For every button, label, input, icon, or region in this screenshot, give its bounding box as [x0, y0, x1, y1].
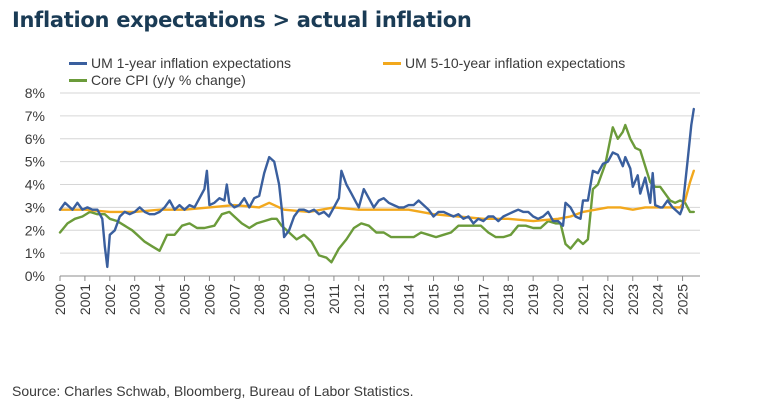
x-tick-label: 2002 [102, 284, 118, 315]
x-tick-label: 2003 [127, 284, 143, 315]
x-tick-label: 2017 [475, 284, 491, 315]
x-tick-label: 2008 [251, 284, 267, 315]
legend-swatch-um-5-10-year [383, 61, 401, 65]
x-tick-label: 2000 [52, 284, 68, 315]
y-tick-label: 2% [25, 222, 45, 238]
x-tick-label: 2004 [152, 284, 168, 315]
x-tick-label: 2012 [351, 284, 367, 315]
x-tick-label: 2019 [525, 284, 541, 315]
source-note: Source: Charles Schwab, Bloomberg, Burea… [12, 383, 414, 399]
legend-item-um-5-10-year: UM 5-10-year inflation expectations [383, 55, 625, 71]
y-tick-label: 1% [25, 245, 45, 261]
legend-item-core-cpi: Core CPI (y/y % change) [69, 72, 246, 88]
legend-label-um-1-year: UM 1-year inflation expectations [91, 55, 291, 71]
x-axis: 2000 2001 2002 2003 2004 2005 2006 2007 2008 2009… [52, 275, 700, 315]
legend-item-um-1-year: UM 1-year inflation expectations [69, 55, 291, 71]
x-tick-label: 2015 [426, 284, 442, 315]
x-tick-label: 2007 [226, 284, 242, 315]
chart-title: Inflation expectations > actual inflatio… [12, 8, 472, 32]
legend-label-core-cpi: Core CPI (y/y % change) [91, 72, 246, 88]
x-tick-label: 2001 [77, 284, 93, 315]
series-line-2 [58, 123, 695, 264]
x-tick-label: 2011 [326, 284, 342, 314]
x-tick-label: 2020 [550, 284, 566, 315]
x-tick-label: 2006 [201, 284, 217, 315]
y-axis: 0% 1% 2% 3% 4% 5% 6% 7% 8% [25, 85, 45, 284]
x-tick-label: 2009 [276, 284, 292, 315]
y-tick-label: 6% [25, 131, 45, 147]
y-tick-label: 0% [25, 268, 45, 284]
x-tick-label: 2018 [500, 284, 516, 315]
y-tick-label: 5% [25, 154, 45, 170]
grid-lines [60, 92, 700, 254]
x-tick-label: 2013 [376, 284, 392, 315]
x-tick-label: 2014 [401, 284, 417, 315]
series-line-1 [58, 169, 695, 223]
x-tick-label: 2023 [625, 284, 641, 315]
x-tick-label: 2010 [301, 284, 317, 315]
legend-swatch-core-cpi [69, 78, 87, 82]
series-line-0 [58, 107, 695, 269]
series-lines [58, 107, 695, 269]
x-tick-label: 2005 [177, 284, 193, 315]
x-tick-label: 2025 [675, 284, 691, 315]
x-tick-label: 2022 [600, 284, 616, 315]
y-tick-label: 8% [25, 85, 45, 101]
legend-swatch-um-1-year [69, 61, 87, 65]
x-tick-label: 2021 [575, 284, 591, 315]
legend-label-um-5-10-year: UM 5-10-year inflation expectations [405, 55, 626, 71]
y-tick-label: 7% [25, 108, 45, 124]
x-tick-label: 2016 [450, 284, 466, 315]
y-tick-label: 3% [25, 199, 45, 215]
y-tick-label: 4% [25, 177, 45, 193]
x-tick-label: 2024 [650, 284, 666, 315]
